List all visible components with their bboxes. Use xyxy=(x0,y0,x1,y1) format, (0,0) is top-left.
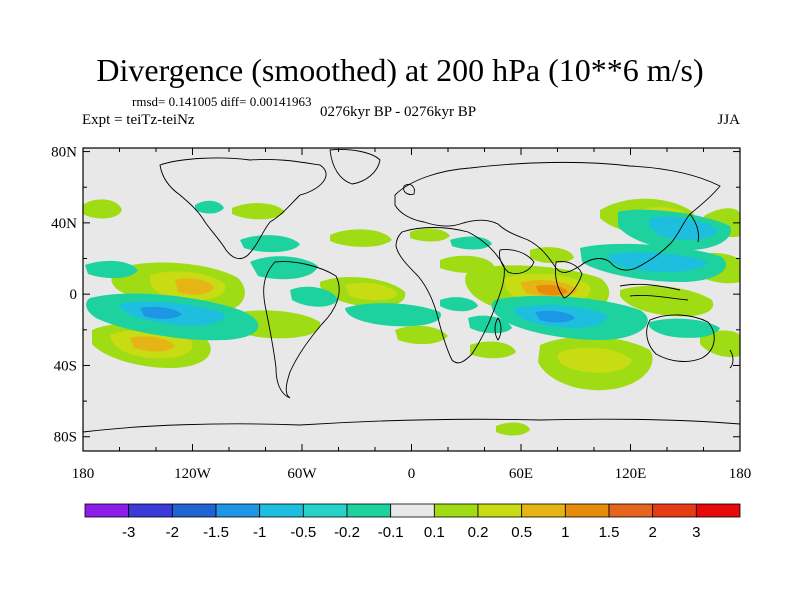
field-patch-positive xyxy=(530,247,574,264)
colorbar-swatch xyxy=(564,503,610,518)
coastline-north-america xyxy=(159,157,327,260)
colorbar-label: -1 xyxy=(253,524,266,541)
x-tick-label: 180 xyxy=(72,466,95,482)
field-patch-positive-strong xyxy=(130,336,175,352)
coastline-antarctica xyxy=(83,418,740,433)
field-patch-positive-strong xyxy=(557,347,632,373)
coastline-arabia xyxy=(499,249,535,274)
y-axis-labels: 80N 40N 0 40S 80S xyxy=(51,145,77,446)
colorbar-swatch xyxy=(390,503,435,518)
colorbar-label: 0.5 xyxy=(511,524,532,541)
field-patch-positive xyxy=(410,228,450,242)
field-patch-negative xyxy=(140,306,182,319)
season-label: JJA xyxy=(717,112,740,128)
field-patch-positive xyxy=(232,203,285,220)
colorbar-swatch xyxy=(302,503,348,518)
colorbar-label: 0.2 xyxy=(468,524,489,541)
colorbar-swatch xyxy=(215,503,261,518)
field-patch-negative xyxy=(440,297,478,312)
coastline-uk xyxy=(403,183,415,195)
field-patch-positive xyxy=(330,229,392,247)
coastlines xyxy=(83,149,740,433)
coastline-australia xyxy=(646,314,715,362)
coastline-madagascar xyxy=(494,317,502,341)
field-patch-negative xyxy=(290,286,338,307)
y-tick-label: 80S xyxy=(54,430,77,446)
coastline-japan xyxy=(689,213,699,243)
colorbar-swatch xyxy=(433,503,479,518)
experiment-label: Expt = teiTz-teiNz xyxy=(82,112,195,128)
period-label: 0276kyr BP - 0276kyr BP xyxy=(320,104,477,120)
field-patch-positive xyxy=(395,325,448,345)
colorbar-label: 3 xyxy=(692,524,700,541)
field-patch-negative xyxy=(609,252,708,272)
field-patch-negative xyxy=(240,235,300,253)
colorbar-swatch xyxy=(171,503,217,518)
colorbar-label: 1.5 xyxy=(599,524,620,541)
y-tick-label: 40S xyxy=(54,358,77,374)
colorbar-swatch xyxy=(346,503,392,518)
field-patch-positive-strong xyxy=(175,278,214,295)
colorbar-label: 0.1 xyxy=(424,524,445,541)
coastline-india xyxy=(555,261,583,299)
coastline-europe-asia xyxy=(394,161,721,273)
colorbar-swatch xyxy=(84,503,130,518)
colorbar-swatch xyxy=(695,503,741,518)
colorbar-label: 2 xyxy=(648,524,656,541)
field-patch-negative xyxy=(648,216,718,240)
x-axis-labels: 180 120W 60W 0 60E 120E 180 xyxy=(72,466,752,482)
y-tick-label: 0 xyxy=(70,287,78,303)
colorbar-swatch xyxy=(608,503,654,518)
coastline-south-america xyxy=(263,261,340,399)
colorbar-label: -0.1 xyxy=(378,524,404,541)
divergence-field xyxy=(83,198,740,436)
field-patch-positive xyxy=(620,285,714,317)
coastline-greenland xyxy=(329,149,381,185)
colorbar-label: -0.5 xyxy=(290,524,316,541)
coastline-new-zealand xyxy=(729,349,734,369)
field-patch-negative xyxy=(85,260,138,279)
colorbar xyxy=(84,503,741,518)
field-patch-positive xyxy=(83,199,122,219)
field-patch-positive-strong xyxy=(345,282,398,301)
field-patch-positive xyxy=(470,341,516,359)
colorbar-label: 1 xyxy=(561,524,569,541)
colorbar-swatch xyxy=(259,503,304,518)
coastline-indonesia xyxy=(619,283,689,301)
axis-ticks xyxy=(82,148,741,451)
colorbar-label: -1.5 xyxy=(203,524,229,541)
x-tick-label: 120W xyxy=(174,466,212,482)
colorbar-swatch xyxy=(521,503,566,518)
x-tick-label: 60E xyxy=(509,466,533,482)
colorbar-label: -3 xyxy=(122,524,135,541)
chart-title: Divergence (smoothed) at 200 hPa (10**6 … xyxy=(96,52,704,88)
field-patch-negative xyxy=(345,303,441,327)
field-patch-negative xyxy=(195,200,224,214)
x-tick-label: 0 xyxy=(408,466,416,482)
rmsd-label: rmsd= 0.141005 diff= 0.00141963 xyxy=(132,94,312,109)
coastline-africa xyxy=(395,227,505,364)
field-patch-positive-strong xyxy=(536,284,568,296)
y-tick-label: 80N xyxy=(51,145,77,161)
x-tick-label: 180 xyxy=(729,466,752,482)
colorbar-labels: -3 -2 -1.5 -1 -0.5 -0.2 -0.1 0.1 0.2 0.5 1 1.5 2 3 xyxy=(122,524,701,541)
colorbar-swatch xyxy=(128,503,173,518)
colorbar-swatch xyxy=(477,503,523,518)
field-patch-negative xyxy=(535,310,575,323)
field-patch-positive xyxy=(496,422,530,436)
field-patch-negative xyxy=(648,318,720,338)
colorbar-swatch xyxy=(652,503,697,518)
x-tick-label: 60W xyxy=(287,466,317,482)
x-tick-label: 120E xyxy=(615,466,647,482)
colorbar-label: -0.2 xyxy=(334,524,360,541)
y-tick-label: 40N xyxy=(51,216,77,232)
colorbar-label: -2 xyxy=(166,524,179,541)
